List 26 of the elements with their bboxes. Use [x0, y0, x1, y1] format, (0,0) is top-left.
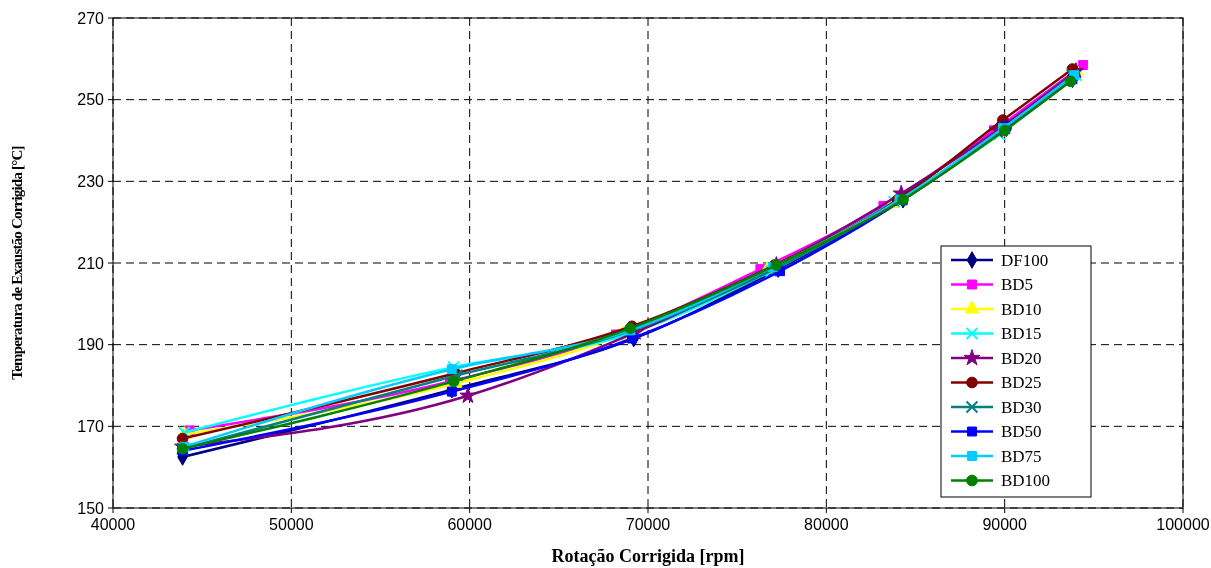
legend-label: BD10 — [1001, 299, 1042, 319]
y-tick-label: 270 — [77, 9, 105, 27]
x-tick-label: 80000 — [804, 516, 849, 533]
x-axis-title: Rotação Corrigida [rpm] — [551, 546, 745, 566]
y-tick-label: 170 — [77, 417, 105, 435]
legend-label: BD50 — [1001, 422, 1042, 442]
x-tick-label: 70000 — [625, 516, 671, 533]
legend-label: BD15 — [1001, 324, 1042, 344]
legend-label: DF100 — [1001, 250, 1049, 270]
x-tick-label: 50000 — [269, 516, 314, 533]
legend-label: BD100 — [1001, 471, 1051, 491]
y-tick-label: 190 — [77, 336, 105, 354]
y-axis-title: Temperatura de Exaustão Corrigida [°C] — [9, 146, 25, 380]
x-tick-label: 60000 — [447, 516, 493, 533]
y-tick-label: 250 — [77, 91, 105, 109]
legend-label: BD5 — [1001, 275, 1034, 295]
legend-label: BD20 — [1001, 348, 1042, 368]
legend-label: BD30 — [1001, 397, 1042, 417]
x-tick-label: 40000 — [90, 516, 136, 533]
y-tick-label: 210 — [77, 254, 105, 272]
y-tick-label: 230 — [77, 172, 105, 190]
legend-label: BD75 — [1001, 446, 1042, 466]
y-tick-label: 150 — [77, 499, 105, 517]
legend-label: BD25 — [1001, 373, 1042, 393]
x-tick-label: 90000 — [982, 516, 1028, 533]
x-tick-label: 100000 — [1156, 516, 1210, 533]
